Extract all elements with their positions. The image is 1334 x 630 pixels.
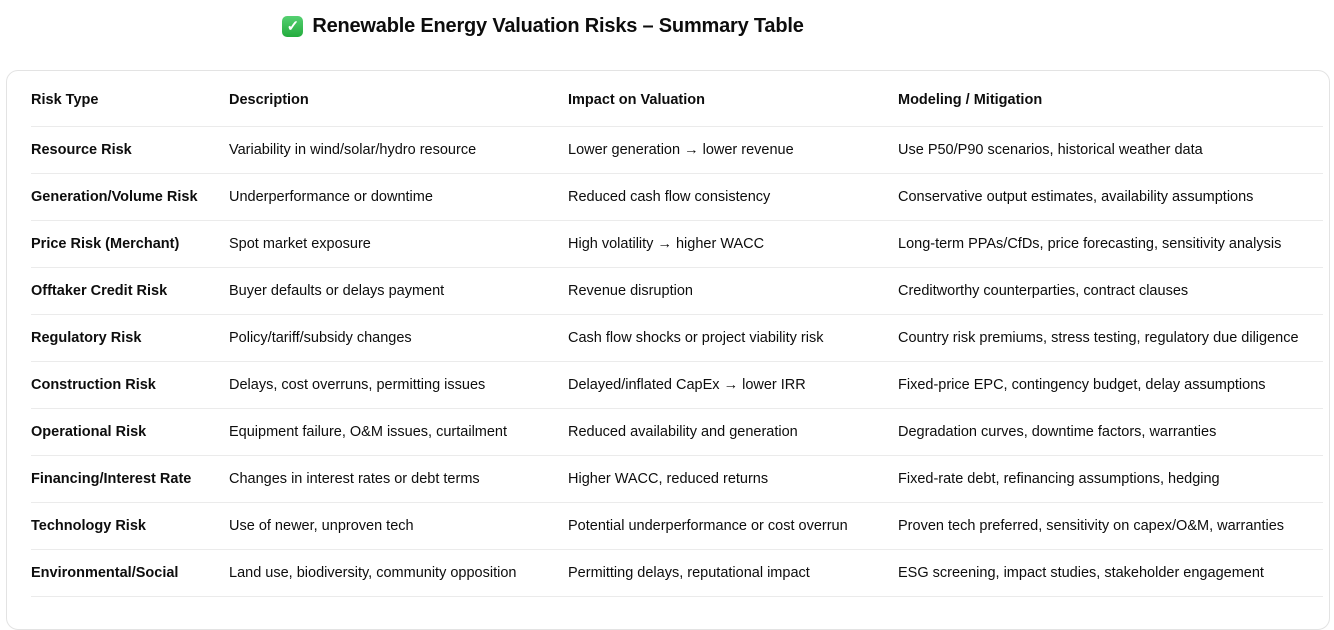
- table-row: Operational Risk Equipment failure, O&M i…: [31, 408, 1323, 456]
- column-header: Risk Type: [31, 74, 229, 127]
- table-cell: Delays, cost overruns, permitting issues: [229, 361, 568, 409]
- table-cell: Spot market exposure: [229, 220, 568, 268]
- table-row: Resource Risk Variability in wind/solar/h…: [31, 126, 1323, 174]
- risk-type-cell: Resource Risk: [31, 126, 229, 174]
- table-cell: Degradation curves, downtime factors, wa…: [898, 408, 1323, 456]
- risk-type-cell: Price Risk (Merchant): [31, 220, 229, 268]
- risk-summary-table: Risk Type Description Impact on Valuation M…: [31, 74, 1323, 597]
- table-cell: Higher WACC, reduced returns: [568, 455, 898, 503]
- table-cell: Potential underperformance or cost overr…: [568, 502, 898, 550]
- table-row: Technology Risk Use of newer, unproven te…: [31, 502, 1323, 550]
- table-cell: Fixed-rate debt, refinancing assumptions…: [898, 455, 1323, 503]
- table-cell: Equipment failure, O&M issues, curtailme…: [229, 408, 568, 456]
- table-row: Financing/Interest Rate Changes in intere…: [31, 455, 1323, 503]
- risk-type-cell: Construction Risk: [31, 361, 229, 409]
- table-row: Construction Risk Delays, cost overruns, …: [31, 361, 1323, 409]
- table-cell: Fixed-price EPC, contingency budget, del…: [898, 361, 1323, 409]
- risk-type-cell: Environmental/Social: [31, 549, 229, 597]
- table-cell: Changes in interest rates or debt terms: [229, 455, 568, 503]
- risk-type-cell: Operational Risk: [31, 408, 229, 456]
- check-mark-icon: ✓: [282, 16, 304, 37]
- table-body: Resource Risk Variability in wind/solar/h…: [31, 126, 1323, 597]
- table-cell: Long-term PPAs/CfDs, price forecasting, …: [898, 220, 1323, 268]
- risk-type-cell: Regulatory Risk: [31, 314, 229, 362]
- table-row: Generation/Volume Risk Underperformance o…: [31, 173, 1323, 221]
- risk-type-cell: Financing/Interest Rate: [31, 455, 229, 503]
- table-cell: Cash flow shocks or project viability ri…: [568, 314, 898, 362]
- table-cell: High volatility → higher WACC: [568, 220, 898, 268]
- column-header: Impact on Valuation: [568, 74, 898, 127]
- table-cell: Revenue disruption: [568, 267, 898, 315]
- table-cell: Delayed/inflated CapEx → lower IRR: [568, 361, 898, 409]
- table-cell: Policy/tariff/subsidy changes: [229, 314, 568, 362]
- table-cell: Underperformance or downtime: [229, 173, 568, 221]
- table-cell: Lower generation → lower revenue: [568, 126, 898, 174]
- table-cell: Land use, biodiversity, community opposi…: [229, 549, 568, 597]
- table-cell: Country risk premiums, stress testing, r…: [898, 314, 1323, 362]
- table-row: Offtaker Credit Risk Buyer defaults or de…: [31, 267, 1323, 315]
- table-cell: Permitting delays, reputational impact: [568, 549, 898, 597]
- table-cell: ESG screening, impact studies, stakehold…: [898, 549, 1323, 597]
- risk-type-cell: Offtaker Credit Risk: [31, 267, 229, 315]
- table-row: Regulatory Risk Policy/tariff/subsidy cha…: [31, 314, 1323, 362]
- column-header: Modeling / Mitigation: [898, 74, 1323, 127]
- title-section: ✓ Renewable Energy Valuation Risks – Sum…: [0, 0, 1086, 38]
- table-cell: Conservative output estimates, availabil…: [898, 173, 1323, 221]
- page-title: ✓ Renewable Energy Valuation Risks – Sum…: [282, 15, 804, 38]
- table-row: Environmental/Social Land use, biodiversi…: [31, 549, 1323, 597]
- table-cell: Reduced cash flow consistency: [568, 173, 898, 221]
- table-cell: Use of newer, unproven tech: [229, 502, 568, 550]
- table-cell: Variability in wind/solar/hydro resource: [229, 126, 568, 174]
- summary-table-card: Risk Type Description Impact on Valuation M…: [6, 70, 1330, 630]
- table-cell: Creditworthy counterparties, contract cl…: [898, 267, 1323, 315]
- table-row: Price Risk (Merchant) Spot market exposur…: [31, 220, 1323, 268]
- table-cell: Proven tech preferred, sensitivity on ca…: [898, 502, 1323, 550]
- risk-type-cell: Technology Risk: [31, 502, 229, 550]
- page-title-text: Renewable Energy Valuation Risks – Summa…: [312, 15, 804, 37]
- table-header-row: Risk Type Description Impact on Valuation M…: [31, 74, 1323, 127]
- table-cell: Reduced availability and generation: [568, 408, 898, 456]
- risk-type-cell: Generation/Volume Risk: [31, 173, 229, 221]
- table-cell: Use P50/P90 scenarios, historical weathe…: [898, 126, 1323, 174]
- column-header: Description: [229, 74, 568, 127]
- table-cell: Buyer defaults or delays payment: [229, 267, 568, 315]
